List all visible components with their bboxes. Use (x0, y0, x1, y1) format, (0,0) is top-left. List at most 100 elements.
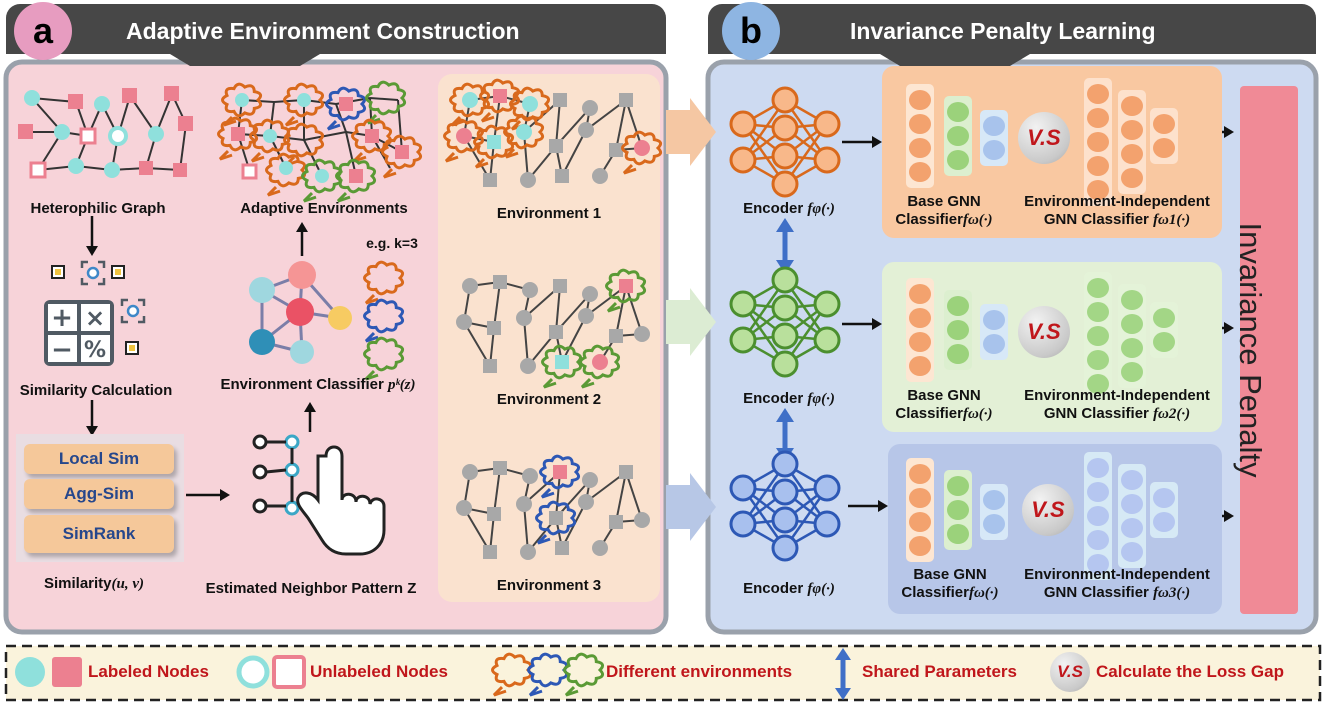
base1-l2-neuron-2 (947, 150, 969, 170)
env2-node-16 (592, 354, 608, 370)
env2-cloud-5 (605, 268, 647, 304)
encoder2-neuron (729, 326, 757, 354)
env2-node-9 (549, 325, 563, 339)
env1-node-13 (483, 173, 497, 187)
env1-cloud-0 (449, 82, 491, 118)
svg-text:%: % (84, 338, 106, 363)
adaptive-teal-node-0 (235, 93, 249, 107)
invariance-penalty-bar (1240, 86, 1298, 614)
encoder1-neuron (771, 114, 799, 142)
encoder2-neuron (771, 294, 799, 322)
environment-classifier-label: Environment Classifier pᵏ(z) (220, 376, 416, 393)
adaptive-graph-edge-19 (345, 131, 357, 177)
adaptive-env-cloud-11 (335, 158, 377, 194)
env3-node-1 (493, 461, 507, 475)
env1-edge-14 (523, 131, 529, 181)
base1-l2-neuron-0 (947, 102, 969, 122)
base3-l1-neuron-0 (909, 464, 931, 484)
env2-node-3 (553, 279, 567, 293)
encoder1-neuron (813, 110, 841, 138)
ind1-l2-neuron-1 (1121, 120, 1143, 140)
env2-node-1 (493, 275, 507, 289)
ind3-l1-neuron-4 (1087, 554, 1109, 574)
base1-l3-neuron-1 (983, 140, 1005, 160)
env1-cloud-7-tail (474, 158, 489, 169)
banner-b (708, 4, 1316, 54)
encoder2-neuron (813, 290, 841, 318)
ind1-l3-neuron-0 (1153, 114, 1175, 134)
legend-unlabeled-nodes: Unlabeled Nodes (310, 662, 448, 681)
base3-l3-neuron-0 (983, 490, 1005, 510)
env3-node-11 (609, 515, 623, 529)
similarity-calculation-label: Similarity Calculation (19, 382, 173, 399)
adaptive-env-cloud-3-tail (366, 114, 381, 125)
adaptive-env-cloud-1 (283, 82, 325, 118)
classifier-cloud-blue-tail (364, 332, 379, 343)
encoder3-neuron (813, 474, 841, 502)
ind3-l2-neuron-0 (1121, 470, 1143, 490)
adaptive-graph-edge-4 (369, 97, 399, 101)
env3-node-10 (578, 494, 594, 510)
ind1-l1-neuron-1 (1087, 108, 1109, 128)
ind3-l3-neuron-1 (1153, 512, 1175, 532)
env1-node-2 (522, 96, 538, 112)
env2-cloud-16 (579, 344, 621, 380)
env1-edge-17 (561, 129, 587, 177)
encoder2-neuron (771, 322, 799, 350)
ind2-l1-neuron-3 (1087, 350, 1109, 370)
env3-edge-2 (493, 467, 501, 515)
environment-3-label: Environment 3 (496, 577, 602, 594)
ind3-l1-neuron-2 (1087, 506, 1109, 526)
legend-cloud-blue (527, 652, 569, 688)
classifier-cloud-green (363, 336, 405, 372)
base2-l1-bg (906, 278, 934, 382)
encoder-3-label: Encoder fφ(·) (743, 580, 835, 597)
encoder1-neuron (771, 170, 799, 198)
panel-b-title: Invariance Penalty Learning (850, 18, 1156, 44)
adaptive-env-cloud-6 (283, 122, 325, 158)
env1-node-9 (549, 139, 563, 153)
base3-l1-neuron-1 (909, 488, 931, 508)
env2-node-4 (582, 286, 598, 302)
env2-cloud-15-tail (542, 378, 557, 389)
legend-shared-parameters: Shared Parameters (862, 662, 1017, 681)
legend-cloud-green-tail (564, 686, 579, 697)
base3-l1-bg (906, 458, 934, 562)
ind2-l2-neuron-0 (1121, 290, 1143, 310)
env1-node-0 (462, 92, 478, 108)
legend-cloud-orange-tail (492, 686, 507, 697)
ind2-l2-neuron-3 (1121, 362, 1143, 382)
env3-edge-6 (555, 471, 561, 519)
env3-node-0 (462, 464, 478, 480)
encoder1-neuron (729, 110, 757, 138)
calculator-icon: + × − % (44, 260, 146, 366)
ind2-l2-neuron-1 (1121, 314, 1143, 334)
adaptive-env-cloud-4-tail (218, 150, 233, 161)
adaptive-teal-node-2 (263, 129, 277, 143)
env1-node-5 (619, 93, 633, 107)
classifier-cloud-orange (363, 260, 405, 296)
encoder3-neuron (729, 510, 757, 538)
env-indep-2-label: Environment-Independent GNN Classifier fω… (1024, 387, 1210, 422)
environment-1-label: Environment 1 (496, 205, 602, 222)
env1-cloud-6-tail (444, 152, 459, 163)
ind2-l1-neuron-1 (1087, 302, 1109, 322)
similarity-uv-label: Similarity(u, v) (43, 575, 145, 592)
env3-node-8 (516, 496, 532, 512)
encoder2-neuron (771, 266, 799, 294)
base1-l2-neuron-1 (947, 126, 969, 146)
env1-cloud-12 (621, 130, 663, 166)
adaptive-env-cloud-10 (301, 158, 343, 194)
base3-l2-neuron-2 (947, 524, 969, 544)
environment-2-label: Environment 2 (496, 391, 602, 408)
ind1-l1-neuron-2 (1087, 132, 1109, 152)
vs-badge-2: V.S (1018, 306, 1070, 358)
env3-cloud-3 (539, 454, 581, 490)
env3-node-4 (582, 472, 598, 488)
env3-node-2 (522, 468, 538, 484)
ind1-l2-bg (1118, 90, 1146, 194)
encoder1-neuron (771, 86, 799, 114)
classifier-cloud-orange-tail (364, 294, 379, 305)
adaptive-pink-node-3 (395, 145, 409, 159)
